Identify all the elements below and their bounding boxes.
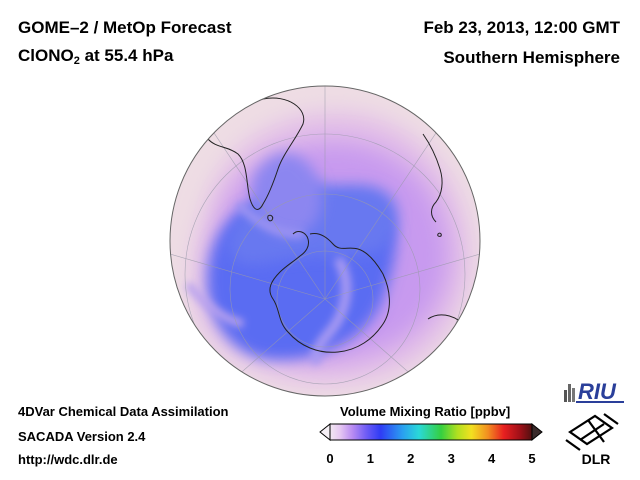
datetime-label: Feb 23, 2013, 12:00 GMT [423,18,620,37]
region-label: Southern Hemisphere [443,48,620,67]
dlr-logo-mark [565,413,619,451]
colorbar-gradient [329,423,533,441]
colorbar-tick-label: 2 [407,451,415,466]
riu-logo: RIU [564,379,624,404]
colorbar-min-arrow [319,422,331,442]
colorbar-max-arrow [531,422,543,442]
colorbar-tick-label: 0 [326,451,334,466]
colorbar-tick-label: 1 [366,451,375,466]
colorbar-tick-label: 4 [487,451,496,466]
graticule [170,86,480,396]
colorbar-title: Volume Mixing Ratio [ppbv] [340,404,511,419]
riu-logo-text: RIU [578,379,617,404]
colorbar-tick-label: 5 [528,451,536,466]
colorbar [319,422,543,442]
species-subscript: 2 [73,55,80,67]
globe-outline [169,85,481,397]
orthographic-globe-map [169,85,481,397]
footer-url[interactable]: http://wdc.dlr.de [18,452,118,467]
species-label: ClONO2 at 55.4 hPa [18,46,173,67]
footer-line2: SACADA Version 2.4 [18,429,146,444]
species-suffix: at 55.4 hPa [79,46,174,65]
colorbar-tick-label: 3 [447,451,455,466]
species-prefix: ClONO [18,46,74,65]
dlr-logo: DLR [565,413,619,467]
footer-line1: 4DVar Chemical Data Assimilation [18,404,229,419]
chart-title: GOME–2 / MetOp Forecast [18,18,232,37]
dlr-logo-text: DLR [582,451,611,467]
globe-field [170,86,480,396]
